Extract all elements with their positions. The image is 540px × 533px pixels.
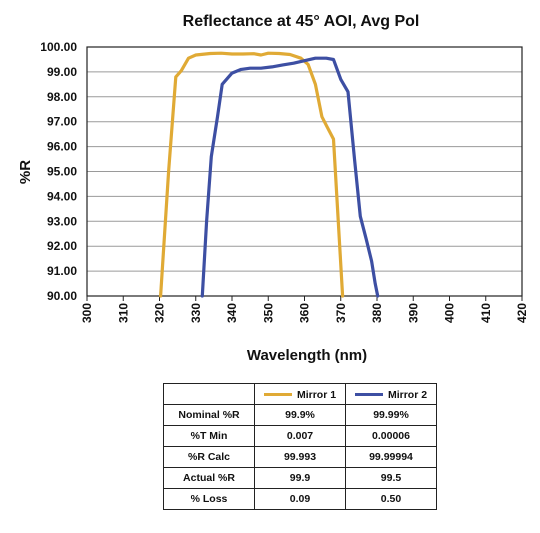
x-tick-label: 310 [116,303,130,323]
y-tick-label: 98.00 [47,90,77,104]
y-tick-label: 93.00 [47,214,77,228]
cell-mirror-1: 0.007 [254,425,346,447]
series-line-mirror-1 [159,51,345,298]
x-tick-label: 400 [443,303,457,323]
x-axis-label: Wavelength (nm) [247,347,367,364]
x-tick-label: 350 [261,303,275,323]
y-tick-label: 96.00 [47,140,77,154]
y-tick-label: 94.00 [47,189,77,203]
chart-title: Reflectance at 45° AOI, Avg Pol [183,13,420,30]
row-label-t-min: %T Min [163,425,255,447]
table-row: %T Min 0.007 0.00006 [163,425,437,447]
legend-mirror-2-label: Mirror 2 [387,388,428,401]
table-row: %R Calc 99.993 99.99994 [163,446,437,468]
cell-mirror-2: 0.50 [345,488,437,510]
y-tick-label: 95.00 [47,165,77,179]
x-tick-label: 320 [153,303,167,323]
cell-mirror-1: 99.993 [254,446,346,468]
legend-mirror-2: Mirror 2 [345,383,437,405]
y-tick-label: 92.00 [47,239,77,253]
table-corner-cell [163,383,255,405]
x-tick-label: 380 [370,303,384,323]
table-row: % Loss 0.09 0.50 [163,488,437,510]
mirror-2-swatch [354,393,383,397]
row-label-actual-r: Actual %R [163,467,255,489]
mirror-spec-table: Mirror 1 Mirror 2 Nominal %R 99.9% 99.99… [163,383,437,510]
x-tick-label: 370 [334,303,348,323]
y-tick-label: 97.00 [47,115,77,129]
y-tick-label: 90.00 [47,289,77,303]
cell-mirror-2: 0.00006 [345,425,437,447]
cell-mirror-1: 0.09 [254,488,346,510]
legend-mirror-1: Mirror 1 [254,383,346,405]
plot-area: 90.00 91.00 92.00 93.00 94.00 95.00 96.00 97.00… [40,40,529,323]
y-axis-label: %R [17,160,34,184]
x-tick-label: 410 [479,303,493,323]
cell-mirror-2: 99.5 [345,467,437,489]
cell-mirror-2: 99.99% [345,404,437,426]
cell-mirror-1: 99.9 [254,467,346,489]
x-tick-label: 390 [406,303,420,323]
mirror-1-swatch [263,393,292,397]
y-tick-label: 99.00 [47,65,77,79]
x-tick-label: 330 [189,303,203,323]
y-tick-label: 100.00 [40,40,77,54]
cell-mirror-2: 99.99994 [345,446,437,468]
cell-mirror-1: 99.9% [254,404,346,426]
table-header-row: Mirror 1 Mirror 2 [163,383,437,405]
row-label-r-calc: %R Calc [163,446,255,468]
x-tick-label: 360 [298,303,312,323]
y-tick-label: 91.00 [47,264,77,278]
table-row: Actual %R 99.9 99.5 [163,467,437,489]
table-row: Nominal %R 99.9% 99.99% [163,404,437,426]
legend-mirror-1-label: Mirror 1 [296,388,337,401]
x-tick-label: 300 [80,303,94,323]
series-line-mirror-2 [200,56,380,298]
row-label-nominal-r: Nominal %R [163,404,255,426]
row-label-loss: % Loss [163,488,255,510]
x-tick-label: 340 [225,303,239,323]
x-tick-label: 420 [515,303,529,323]
